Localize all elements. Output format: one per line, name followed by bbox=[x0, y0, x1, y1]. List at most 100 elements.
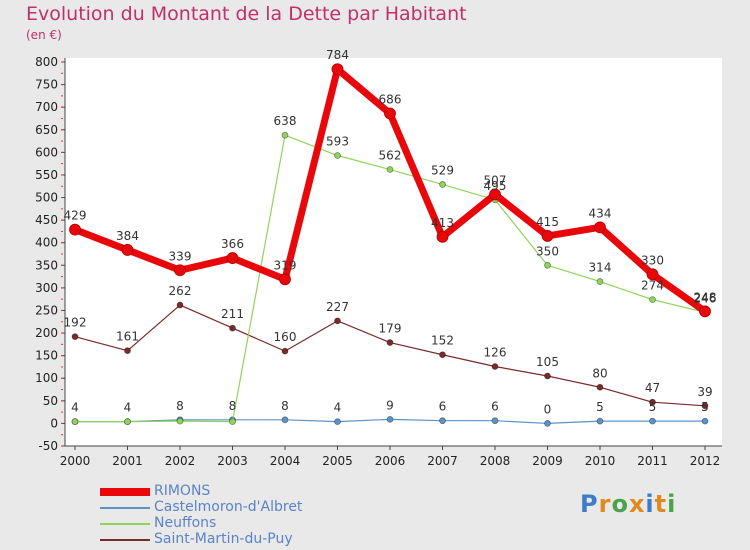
data-point bbox=[229, 418, 236, 426]
data-label: 350 bbox=[536, 244, 559, 258]
data-point bbox=[334, 418, 341, 426]
data-label: 160 bbox=[274, 330, 297, 344]
data-point bbox=[439, 417, 446, 425]
data-point bbox=[701, 417, 709, 425]
data-label: 8 bbox=[281, 399, 289, 413]
data-point bbox=[544, 420, 551, 427]
data-point bbox=[491, 417, 499, 425]
data-label: 246 bbox=[694, 291, 717, 305]
data-point bbox=[69, 223, 81, 236]
data-point bbox=[124, 418, 131, 426]
x-tick-label: 2004 bbox=[270, 454, 301, 468]
x-tick-label: 2009 bbox=[532, 454, 563, 468]
legend-label-neuffons: Neuffons bbox=[154, 515, 217, 531]
x-tick-label: 2005 bbox=[322, 454, 353, 468]
data-label: 562 bbox=[379, 149, 402, 163]
data-point bbox=[491, 363, 499, 370]
x-tick-label: 2007 bbox=[427, 454, 458, 468]
data-label: 152 bbox=[431, 334, 454, 348]
data-point bbox=[281, 131, 289, 139]
logo-letter: o bbox=[611, 490, 629, 518]
data-point bbox=[384, 107, 396, 120]
data-point bbox=[71, 333, 79, 341]
data-point bbox=[334, 152, 341, 159]
y-tick-label: 700 bbox=[35, 100, 58, 114]
y-tick-label: 750 bbox=[35, 78, 58, 92]
y-tick-label: 400 bbox=[35, 236, 58, 250]
y-tick-label: 0 bbox=[50, 416, 58, 430]
data-label: 47 bbox=[645, 381, 660, 395]
data-label: 4 bbox=[334, 401, 342, 415]
data-label: 638 bbox=[274, 114, 297, 128]
data-point bbox=[279, 273, 291, 286]
data-label: 192 bbox=[64, 316, 87, 330]
y-tick-label: 200 bbox=[35, 326, 58, 340]
data-label: 434 bbox=[589, 206, 612, 220]
data-point bbox=[594, 221, 606, 234]
x-tick-label: 2011 bbox=[637, 454, 668, 468]
data-point bbox=[649, 296, 656, 304]
data-label: 5 bbox=[596, 400, 604, 414]
logo-letter: i bbox=[667, 490, 677, 518]
x-tick-label: 2006 bbox=[375, 454, 406, 468]
legend-swatch-rimons bbox=[100, 488, 150, 496]
data-point bbox=[699, 305, 711, 318]
legend-label-castelmoron: Castelmoron-d'Albret bbox=[154, 499, 303, 515]
data-label: 4 bbox=[71, 401, 79, 415]
legend-item-castelmoron: Castelmoron-d'Albret bbox=[100, 499, 400, 516]
data-point bbox=[541, 230, 554, 242]
x-tick-label: 2010 bbox=[585, 454, 616, 468]
y-tick-label: 500 bbox=[35, 191, 58, 205]
data-label: 6 bbox=[439, 400, 447, 414]
data-label: 248 bbox=[694, 290, 717, 304]
data-label: 4 bbox=[124, 401, 132, 415]
data-label: 5 bbox=[701, 400, 709, 414]
proxiti-logo: Proxiti bbox=[580, 490, 676, 518]
data-point bbox=[646, 268, 659, 281]
data-label: 415 bbox=[536, 215, 559, 229]
data-label: 179 bbox=[379, 322, 402, 336]
data-point bbox=[71, 418, 79, 426]
legend-swatch-neuffons bbox=[100, 523, 150, 525]
data-label: 686 bbox=[379, 93, 402, 107]
data-label: 9 bbox=[386, 398, 394, 412]
y-tick-label: 450 bbox=[35, 213, 58, 227]
y-tick-label: 100 bbox=[35, 371, 58, 385]
chart-unit-label: (en €) bbox=[26, 28, 62, 42]
data-label: 6 bbox=[491, 400, 499, 414]
data-point bbox=[386, 339, 394, 346]
legend-item-neuffons: Neuffons bbox=[100, 515, 400, 532]
logo-letter: i bbox=[645, 490, 655, 518]
data-point bbox=[649, 417, 656, 425]
data-label: 105 bbox=[536, 355, 559, 369]
data-point bbox=[386, 166, 394, 173]
data-point bbox=[386, 415, 394, 423]
legend-swatch-castelmoron bbox=[100, 507, 150, 509]
data-label: 314 bbox=[589, 261, 612, 275]
chart-title: Evolution du Montant de la Dette par Hab… bbox=[26, 3, 467, 25]
data-label: 8 bbox=[176, 399, 184, 413]
data-point bbox=[281, 347, 289, 355]
data-label: 80 bbox=[592, 366, 607, 380]
data-point bbox=[596, 383, 604, 391]
data-label: 126 bbox=[484, 345, 507, 359]
data-label: 384 bbox=[116, 229, 139, 243]
data-label: 0 bbox=[544, 402, 552, 416]
data-point bbox=[229, 324, 236, 332]
x-tick-label: 2012 bbox=[690, 454, 721, 468]
data-point bbox=[226, 252, 239, 264]
data-label: 413 bbox=[431, 216, 454, 230]
data-label: 39 bbox=[697, 385, 712, 399]
logo-letter: t bbox=[654, 490, 668, 518]
data-point bbox=[439, 351, 446, 359]
data-label: 529 bbox=[431, 163, 454, 177]
legend-item-saint-martin: Saint-Martin-du-Puy bbox=[100, 531, 400, 548]
data-point bbox=[176, 417, 184, 425]
data-label: 8 bbox=[229, 399, 237, 413]
data-point bbox=[439, 181, 446, 188]
data-point bbox=[124, 347, 131, 355]
y-tick-label: 350 bbox=[35, 258, 58, 272]
y-tick-label: 150 bbox=[35, 349, 58, 363]
